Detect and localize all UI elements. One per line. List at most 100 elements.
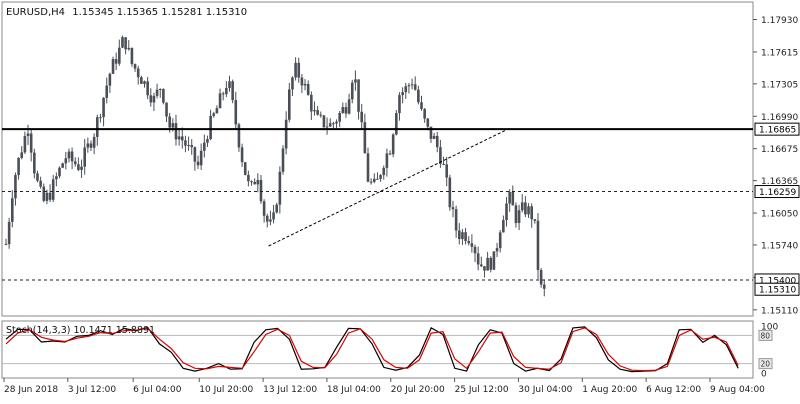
candle-body [177,136,181,140]
candle-body [379,175,382,179]
candle-body [262,201,266,216]
stoch-level-label: 20 [761,360,771,369]
time-tick-label: 20 Jul 20:00 [391,385,445,395]
time-tick-label: 30 Jul 04:00 [518,385,572,395]
ohlc-values: 1.15345 1.15365 1.15281 1.15310 [72,7,247,18]
candle-body [67,151,71,159]
candle-body [391,134,395,155]
candle-body [476,253,480,265]
candle-body [180,136,184,141]
candle-body [187,145,190,147]
candle-body [483,266,486,271]
candle-body [517,210,521,223]
oscillator-panel[interactable] [1,320,754,379]
candle-body [284,119,288,149]
candle-body [168,116,171,128]
candle-body [70,151,74,162]
candle-body [45,192,49,201]
time-tick-label: 3 Jul 12:00 [68,385,117,395]
time-tick-label: 28 Jun 2018 [4,385,58,395]
price-tick-label: 1.16050 [761,210,798,220]
candle-body [133,64,137,69]
candle-body [536,220,540,270]
candle-body [360,111,364,123]
price-tick-label: 1.15110 [761,306,798,316]
candle-body [33,152,36,174]
candle-body [325,126,329,128]
candle-body [259,179,263,202]
candle-body [413,84,417,90]
candle-body [155,89,159,96]
candle-body [243,162,247,175]
candle-body [124,37,127,50]
candle-body [55,176,58,180]
candle-body [165,102,168,117]
candle-body [23,136,27,153]
candle-body [58,167,61,177]
candle-body [253,181,256,185]
time-tick-label: 18 Jul 04:00 [327,385,381,395]
candle-body [310,94,313,112]
candle-body [435,135,439,148]
candle-body [539,269,543,285]
candle-body [162,88,165,103]
candle-body [401,92,404,96]
candle-body [316,110,319,115]
candle-body [199,150,203,166]
candle-body [432,135,436,139]
current-price-box [754,282,800,296]
price-tick-label: 1.16675 [761,145,798,155]
candle-body [454,209,458,231]
candle-body [442,163,445,165]
candle-body [502,220,505,233]
current-price-label: 1.15310 [759,286,796,296]
candle-body [136,68,140,78]
candle-body [89,143,93,148]
candle-body [64,158,68,164]
candle-body [143,81,146,84]
candle-body [294,62,297,78]
candle-body [338,113,341,122]
candle-body [278,171,282,205]
stoch-level-label: 80 [761,331,771,340]
candle-body [498,232,502,249]
candle-body [95,117,99,137]
candle-body [445,164,448,178]
candle-body [489,257,493,270]
candle-body [105,85,109,98]
candle-body [247,174,250,182]
candle-body [149,95,153,103]
trendline[interactable] [268,128,510,247]
candle-body [80,166,83,170]
price-tick-label: 1.17305 [761,80,798,90]
price-tick-label: 1.17615 [761,48,798,58]
chart-header: EURUSD,H4 1.15345 1.15365 1.15281 1.1531… [6,7,247,18]
candle-body [495,248,499,252]
candle-body [461,232,464,240]
candle-body [524,202,527,215]
candle-body [272,212,275,220]
candle-body [196,161,200,166]
candle-body [480,264,483,267]
candle-body [297,62,301,78]
candle-body [240,147,244,163]
candle-body [228,81,231,88]
time-tick-label: 1 Aug 20:00 [582,385,637,395]
price-panel[interactable] [1,1,754,317]
candle-body [51,179,55,200]
candle-body [341,107,345,114]
candle-body [10,198,14,222]
stoch-label: Stoch(14,3,3) 10.1471 15.8891 [6,325,155,336]
candle-body [130,47,134,65]
price-tick-label: 1.16365 [761,177,798,187]
candle-body [29,133,33,153]
candle-body [505,203,508,221]
price-tick-label: 1.15740 [761,241,798,251]
time-tick-label: 6 Jul 04:00 [133,385,182,395]
candle-body [508,191,511,204]
candle-body [417,89,420,103]
axis-layer: 1.17930 1.17615 1.17305 1.16990 1.16675 1.163… [3,16,800,395]
level-price-label: 1.16865 [759,126,796,136]
candle-body [328,123,332,127]
